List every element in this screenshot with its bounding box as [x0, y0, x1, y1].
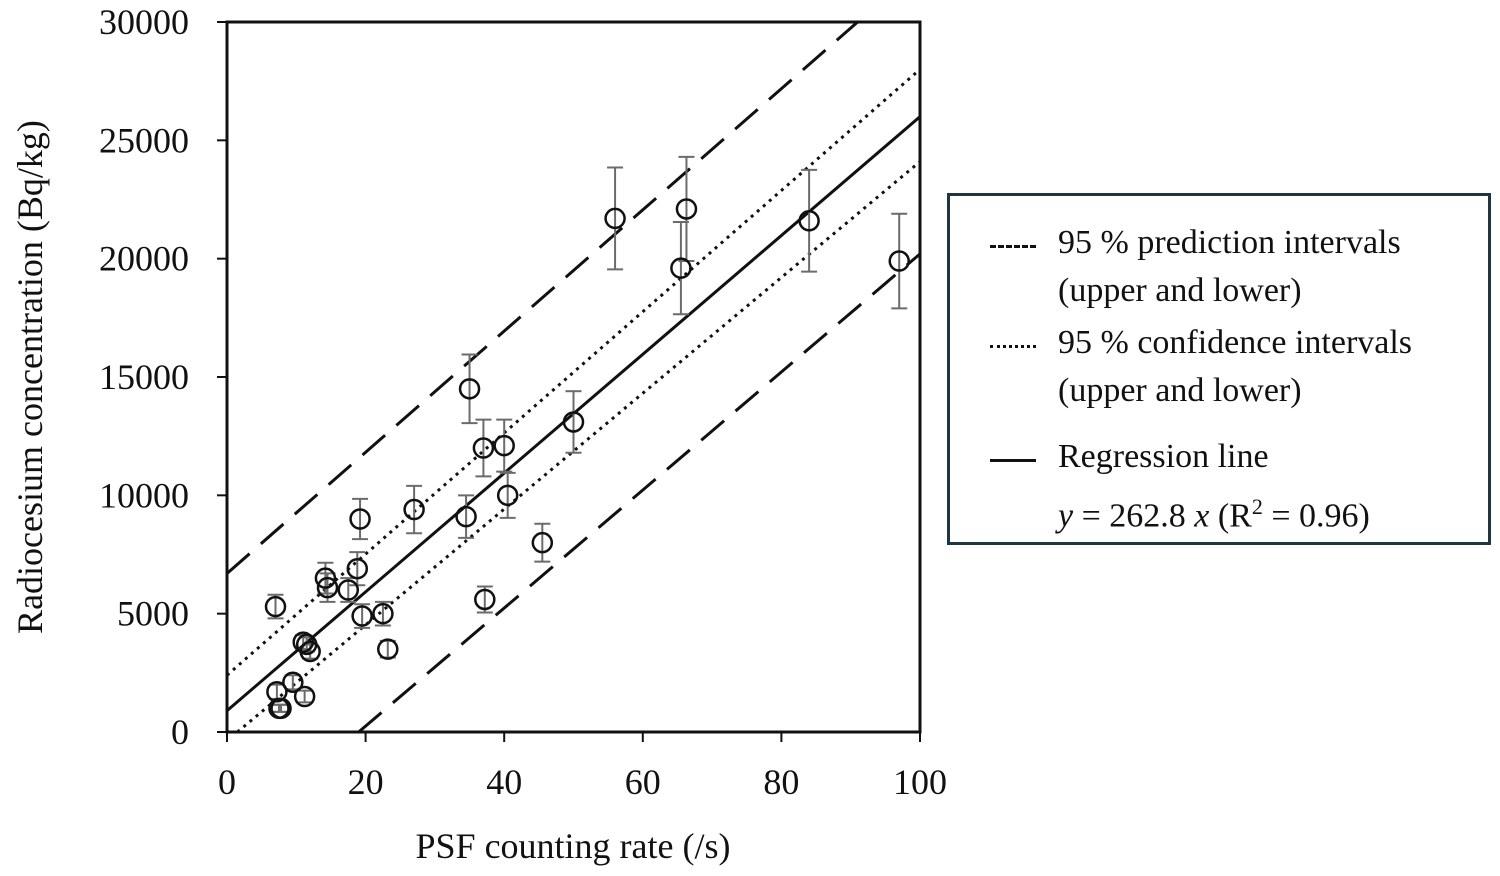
- error-bar: [270, 703, 287, 713]
- regression-equation: y = 262.8 x (R2 = 0.96): [1058, 482, 1370, 541]
- data-point: [493, 434, 515, 457]
- error-bar: [499, 471, 516, 519]
- x-tick-label: 40: [486, 762, 522, 802]
- data-point: [337, 579, 360, 601]
- error-bar: [296, 689, 313, 704]
- legend-label-prediction-line2: (upper and lower): [1058, 272, 1302, 309]
- data-point: [377, 638, 399, 660]
- data-point: [604, 207, 626, 230]
- equation-r-value: = 0.96): [1262, 497, 1370, 535]
- y-tick-label: 30000: [99, 2, 189, 42]
- y-tick-label: 10000: [99, 475, 189, 515]
- error-bar: [284, 674, 301, 691]
- data-point: [299, 640, 321, 663]
- data-point: [455, 505, 477, 528]
- prediction-interval-upper-line: [227, 22, 859, 575]
- data-point: [798, 210, 820, 232]
- error-bar: [354, 603, 371, 629]
- y-tick-label: 25000: [99, 120, 189, 160]
- data-point: [496, 484, 519, 507]
- legend-label-regression: Regression line: [1058, 438, 1269, 475]
- error-bar: [607, 166, 624, 271]
- equation-x: x: [1194, 497, 1210, 535]
- data-point: [670, 257, 692, 279]
- prediction-interval-lower-line: [357, 252, 920, 732]
- error-bar: [268, 683, 285, 700]
- legend-label-confidence-line2: (upper and lower): [1058, 372, 1302, 409]
- error-bar: [267, 593, 284, 620]
- error-bar: [406, 484, 423, 535]
- error-bar: [496, 418, 513, 473]
- confidence-interval-upper-line: [227, 68, 920, 677]
- data-point: [346, 557, 369, 580]
- x-tick-label: 100: [893, 762, 947, 802]
- legend-swatch-dotted: [990, 345, 1036, 348]
- data-point: [675, 198, 698, 220]
- error-bar: [379, 639, 396, 659]
- error-bar: [565, 390, 582, 454]
- data-point: [474, 588, 496, 611]
- error-bar: [475, 418, 492, 478]
- data-point: [372, 602, 394, 625]
- data-point: [293, 685, 316, 708]
- x-tick-label: 60: [625, 762, 661, 802]
- data-point: [270, 697, 292, 720]
- data-point: [403, 498, 425, 521]
- data-point: [531, 531, 554, 554]
- confidence-interval-lower-line: [236, 160, 920, 732]
- y-tick-label: 15000: [99, 357, 189, 397]
- x-tick-label: 0: [218, 762, 236, 802]
- equation-y: y: [1058, 497, 1074, 535]
- legend: 95 % prediction intervals (upper and low…: [947, 193, 1491, 545]
- data-point: [562, 411, 585, 433]
- data-point: [349, 508, 371, 530]
- data-point: [888, 250, 910, 272]
- equation-r-prefix: (R: [1209, 497, 1252, 535]
- legend-label-prediction-line1: 95 % prediction intervals: [1058, 224, 1401, 261]
- legend-swatch-solid: [990, 459, 1036, 462]
- x-axis-label: PSF counting rate (/s): [416, 826, 731, 866]
- error-bar: [458, 494, 475, 539]
- error-bar: [801, 168, 818, 273]
- y-tick-label: 5000: [117, 594, 189, 634]
- y-axis-label: Radiocesium concentration (Bq/kg): [10, 120, 50, 634]
- data-point: [314, 567, 337, 589]
- data-point: [316, 576, 339, 599]
- x-tick-label: 20: [348, 762, 384, 802]
- error-bar: [352, 497, 369, 541]
- legend-label-confidence-line1: 95 % confidence intervals: [1058, 324, 1413, 361]
- error-bar: [374, 600, 391, 627]
- y-tick-label: 0: [171, 712, 189, 752]
- data-point: [458, 378, 481, 400]
- data-point: [472, 437, 495, 459]
- data-point: [282, 671, 304, 694]
- error-bar: [461, 353, 478, 425]
- plot-frame: [225, 20, 922, 734]
- data-point: [264, 595, 287, 618]
- error-bar: [534, 522, 551, 563]
- y-tick-label: 20000: [99, 239, 189, 279]
- equation-r-superscript: 2: [1251, 494, 1263, 519]
- equation-coefficient: = 262.8: [1073, 497, 1195, 535]
- error-bar: [891, 212, 908, 310]
- legend-swatch-dashed: [990, 245, 1036, 248]
- error-bar: [273, 703, 290, 713]
- x-tick-label: 80: [763, 762, 799, 802]
- data-point: [351, 605, 373, 627]
- data-point: [266, 681, 288, 703]
